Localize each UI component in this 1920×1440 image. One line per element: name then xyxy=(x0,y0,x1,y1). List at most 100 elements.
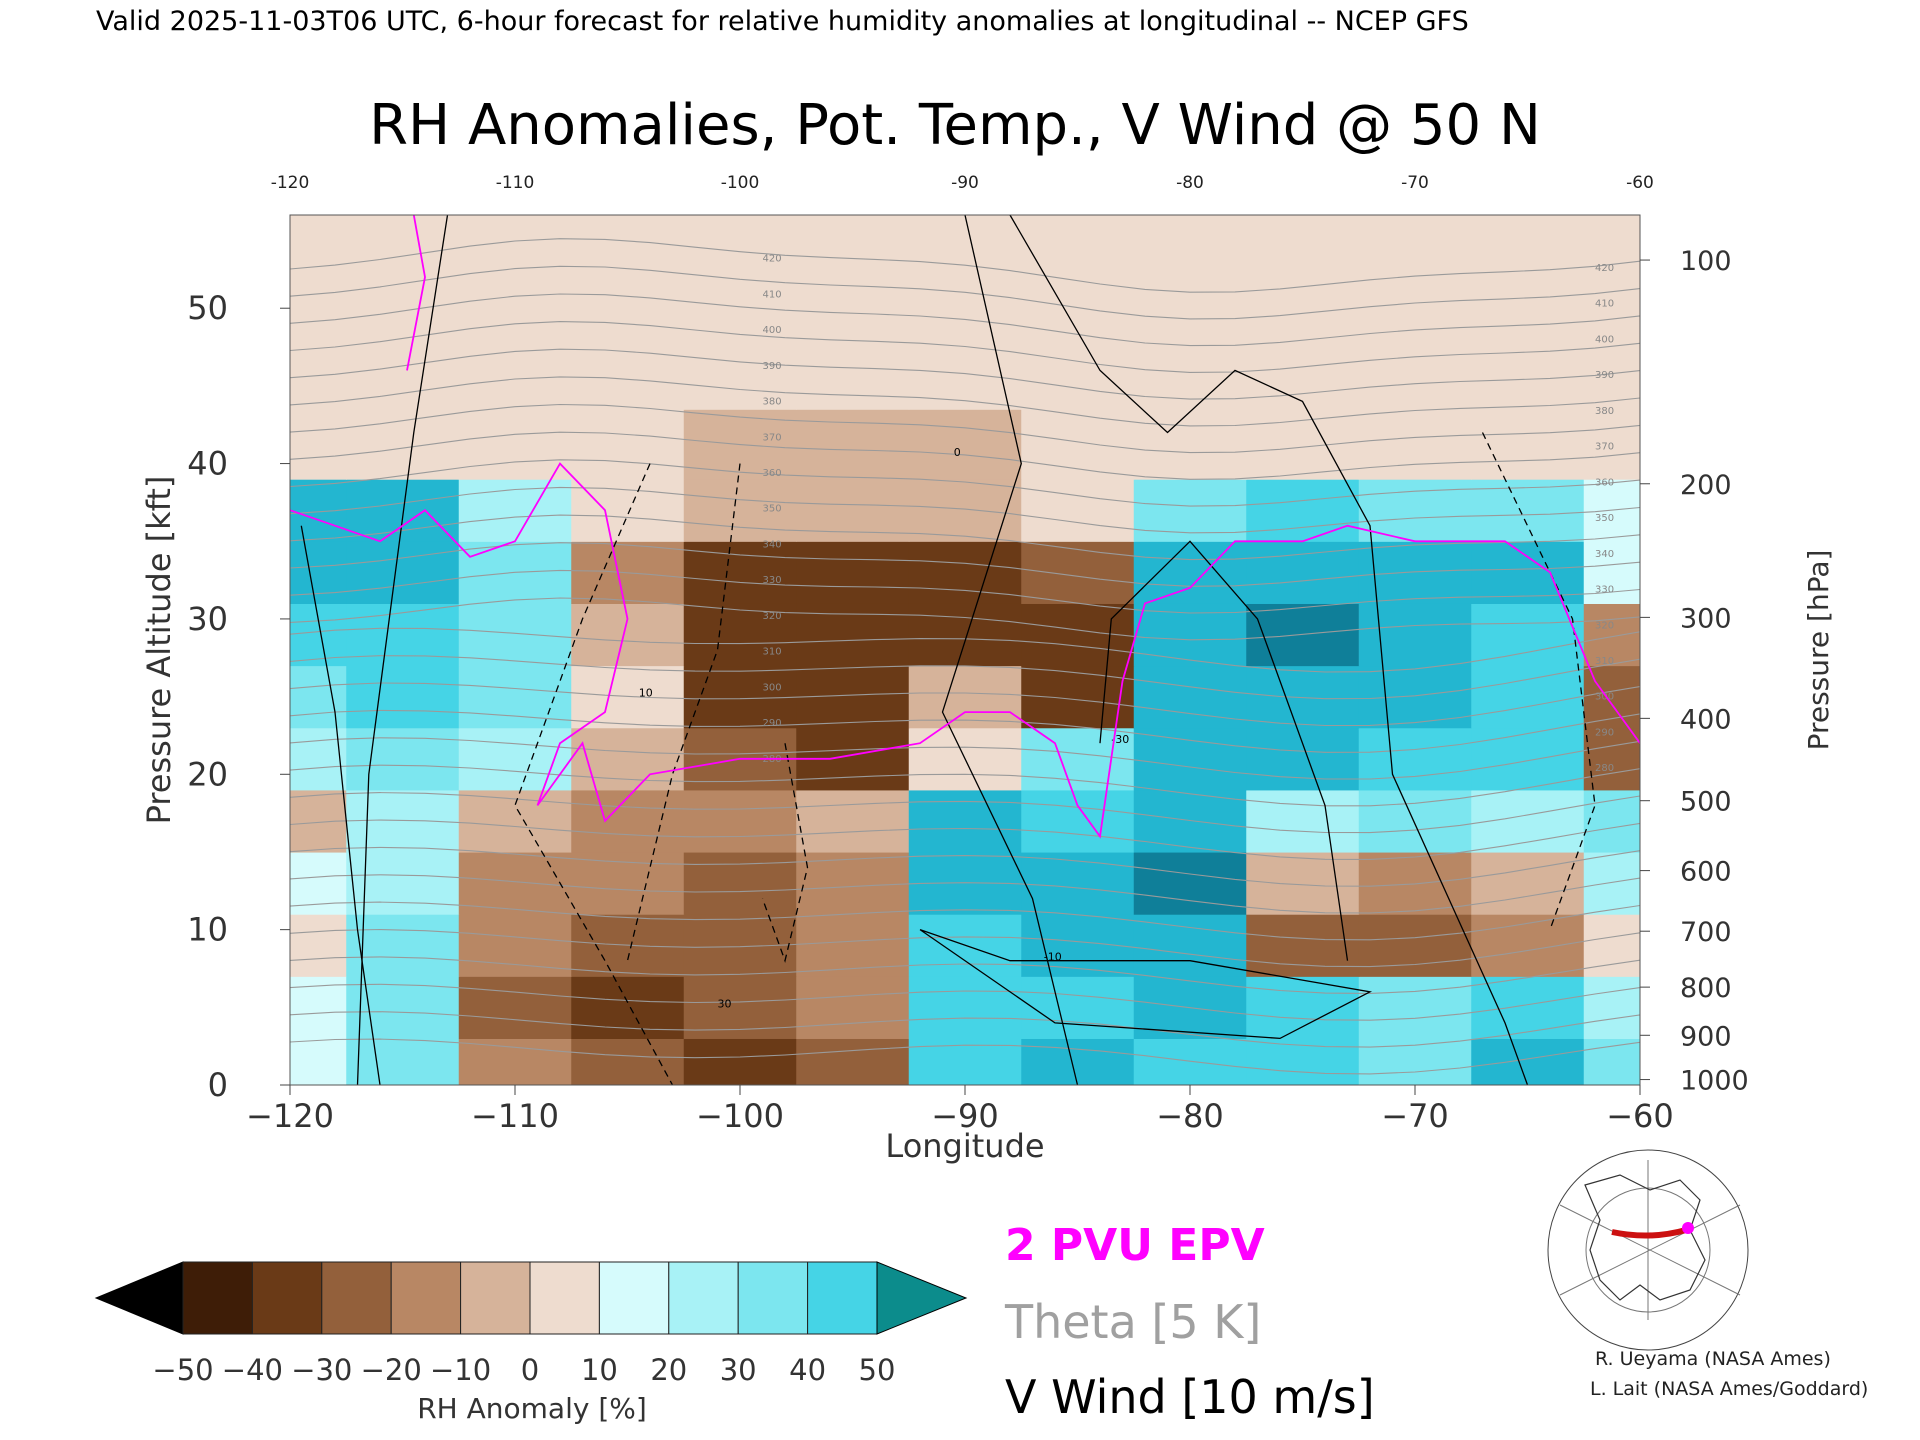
y-tick-label: 50 xyxy=(187,289,228,327)
rh-cell xyxy=(796,409,910,480)
theta-label: 290 xyxy=(1595,727,1614,738)
rh-cell xyxy=(571,323,685,410)
theta-contour xyxy=(290,682,1640,727)
rh-cell xyxy=(1471,215,1585,325)
rh-cell xyxy=(908,789,1022,853)
y-tick-label: 40 xyxy=(187,445,228,483)
locator-map xyxy=(1547,1149,1750,1351)
rh-cell xyxy=(683,323,797,410)
theta-contour xyxy=(290,265,1640,320)
rh-cell xyxy=(1358,409,1472,480)
rh-cell xyxy=(796,914,910,977)
theta-label: 340 xyxy=(763,539,782,550)
theta-label: 330 xyxy=(763,575,782,586)
y-tick-label: 10 xyxy=(187,911,228,949)
rh-cell xyxy=(1133,541,1247,604)
theta-label: 420 xyxy=(763,254,782,265)
rh-cell xyxy=(796,1038,910,1085)
rh-cell xyxy=(683,665,797,729)
rh-cell xyxy=(1133,1038,1247,1085)
rh-cell xyxy=(796,789,910,853)
credit-line-1: R. Ueyama (NASA Ames) xyxy=(1595,1348,1831,1370)
colorbar-tick-label: −40 xyxy=(222,1353,283,1387)
colorbar-segment xyxy=(251,1261,323,1335)
rh-cell xyxy=(1471,851,1585,915)
pressure-tick-label: 800 xyxy=(1680,973,1732,1004)
theta-label: 400 xyxy=(763,325,782,336)
rh-cell xyxy=(796,851,910,915)
pressure-tick-label: 100 xyxy=(1680,246,1732,277)
theta-label: 400 xyxy=(1595,334,1614,345)
locator-map-meridian xyxy=(1559,1204,1741,1296)
theta-label: 360 xyxy=(763,468,782,479)
rh-cell xyxy=(458,215,572,325)
rh-cell xyxy=(290,914,347,977)
rh-cell xyxy=(1133,789,1247,853)
rh-cell xyxy=(908,479,1022,542)
y-tick-label: 0 xyxy=(208,1066,228,1104)
theta-contour xyxy=(290,956,1640,994)
v-wind-contour xyxy=(356,215,449,1085)
rh-cell xyxy=(1471,727,1585,791)
pressure-tick-label: 400 xyxy=(1680,704,1732,735)
rh-cell xyxy=(571,479,685,542)
legend-vwind: V Wind [10 m/s] xyxy=(1005,1370,1375,1424)
colorbar-arrow-high xyxy=(876,1261,968,1335)
rh-cell xyxy=(1358,665,1472,729)
theta-contour xyxy=(290,431,1640,480)
rh-cell xyxy=(571,215,685,325)
colorbar-tick-label: 30 xyxy=(720,1353,757,1387)
v-wind-contour xyxy=(1099,540,1349,961)
rh-cell xyxy=(458,603,572,667)
theta-contour xyxy=(290,238,1640,293)
legend-theta: Theta [5 K] xyxy=(1004,1295,1261,1349)
rh-cell xyxy=(683,215,797,325)
colorbar-segment xyxy=(460,1261,531,1335)
theta-contour xyxy=(290,403,1640,454)
rh-cell xyxy=(458,1038,572,1085)
rh-cell xyxy=(1021,976,1135,1039)
rh-cell xyxy=(458,851,572,915)
x-tick-label: −80 xyxy=(1156,1097,1224,1135)
rh-cell xyxy=(1133,914,1247,977)
pressure-tick-label: 600 xyxy=(1680,857,1732,888)
rh-cell xyxy=(458,323,572,410)
colorbar-arrow-low xyxy=(94,1261,184,1335)
rh-cell xyxy=(346,665,460,729)
theta-label: 380 xyxy=(763,397,782,408)
theta-contour xyxy=(290,293,1640,347)
locator-map-background xyxy=(1550,1160,1750,1320)
rh-cell xyxy=(346,851,460,915)
v-wind-label: -10 xyxy=(1044,951,1062,964)
locator-map-outline xyxy=(1547,1149,1749,1351)
rh-cell xyxy=(346,976,460,1039)
rh-cell xyxy=(908,976,1022,1039)
rh-cell xyxy=(458,409,572,480)
colorbar: −50 −40 −30 −20 −10 0 10 20 30 40 50 xyxy=(94,1261,968,1387)
theta-contour xyxy=(290,376,1640,427)
rh-cell xyxy=(1246,789,1360,853)
rh-cell xyxy=(1471,541,1585,604)
rh-cell xyxy=(346,215,460,325)
pressure-tick-label: 1000 xyxy=(1680,1066,1749,1097)
theta-contour xyxy=(290,846,1640,887)
rh-cell xyxy=(1133,727,1247,791)
epv-2pvu-contour xyxy=(290,215,1640,839)
rh-cell xyxy=(1021,789,1135,853)
rh-cell xyxy=(1583,976,1640,1039)
x-axis-ticks: −120 −110 −100 −90 −80 −70 −60 xyxy=(246,1085,1674,1135)
theta-contours: 420 420 410 410 400 400 390 390 380 380 370 370 360 3… xyxy=(290,238,1640,1075)
colorbar-segment xyxy=(529,1261,600,1335)
rh-cell xyxy=(796,215,910,325)
rh-cell xyxy=(1358,976,1472,1039)
epv-contour xyxy=(290,462,1640,839)
theta-label: 370 xyxy=(763,432,782,443)
theta-label: 340 xyxy=(1595,549,1614,560)
rh-cell xyxy=(1471,409,1585,480)
theta-label: 390 xyxy=(763,361,782,372)
theta-contour xyxy=(290,1011,1640,1048)
colorbar-segment xyxy=(598,1261,670,1335)
rh-cell xyxy=(346,541,460,604)
x-axis-label: Longitude xyxy=(885,1127,1044,1165)
rh-cell xyxy=(683,479,797,542)
